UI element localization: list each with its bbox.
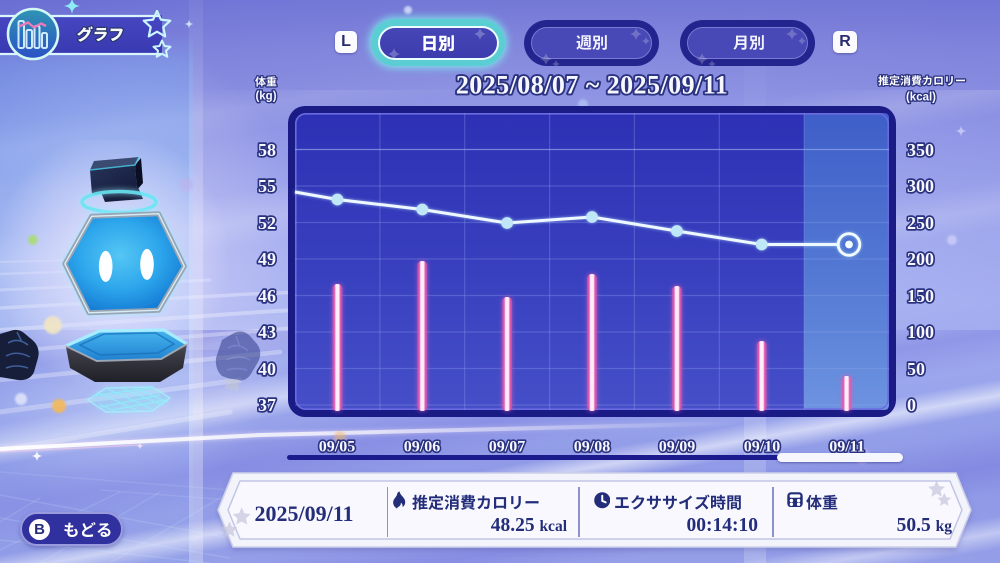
svg-text:(kg): (kg)	[255, 90, 276, 102]
svg-text:09/05: 09/05	[319, 438, 355, 455]
svg-text:43: 43	[258, 322, 276, 342]
svg-text:09/11: 09/11	[829, 438, 865, 455]
svg-text:0: 0	[907, 395, 916, 415]
svg-text:300: 300	[907, 176, 934, 196]
svg-text:09/10: 09/10	[743, 438, 779, 455]
svg-text:250: 250	[907, 213, 934, 233]
svg-text:50: 50	[907, 359, 925, 379]
svg-text:100: 100	[907, 322, 934, 342]
svg-text:49: 49	[258, 249, 276, 269]
svg-text:09/08: 09/08	[574, 438, 610, 455]
svg-text:46: 46	[258, 286, 276, 306]
svg-text:(kcal): (kcal)	[906, 91, 936, 103]
svg-text:55: 55	[258, 176, 276, 196]
svg-text:09/06: 09/06	[404, 438, 440, 455]
svg-text:09/07: 09/07	[489, 438, 525, 455]
svg-text:58: 58	[258, 140, 276, 160]
svg-text:37: 37	[258, 395, 276, 415]
svg-text:150: 150	[907, 286, 934, 306]
svg-text:2025/08/07 ~ 2025/09/11: 2025/08/07 ~ 2025/09/11	[456, 70, 728, 99]
svg-text:52: 52	[258, 213, 276, 233]
svg-text:40: 40	[258, 359, 276, 379]
svg-text:09/09: 09/09	[659, 438, 695, 455]
svg-text:350: 350	[907, 140, 934, 160]
svg-text:200: 200	[907, 249, 934, 269]
